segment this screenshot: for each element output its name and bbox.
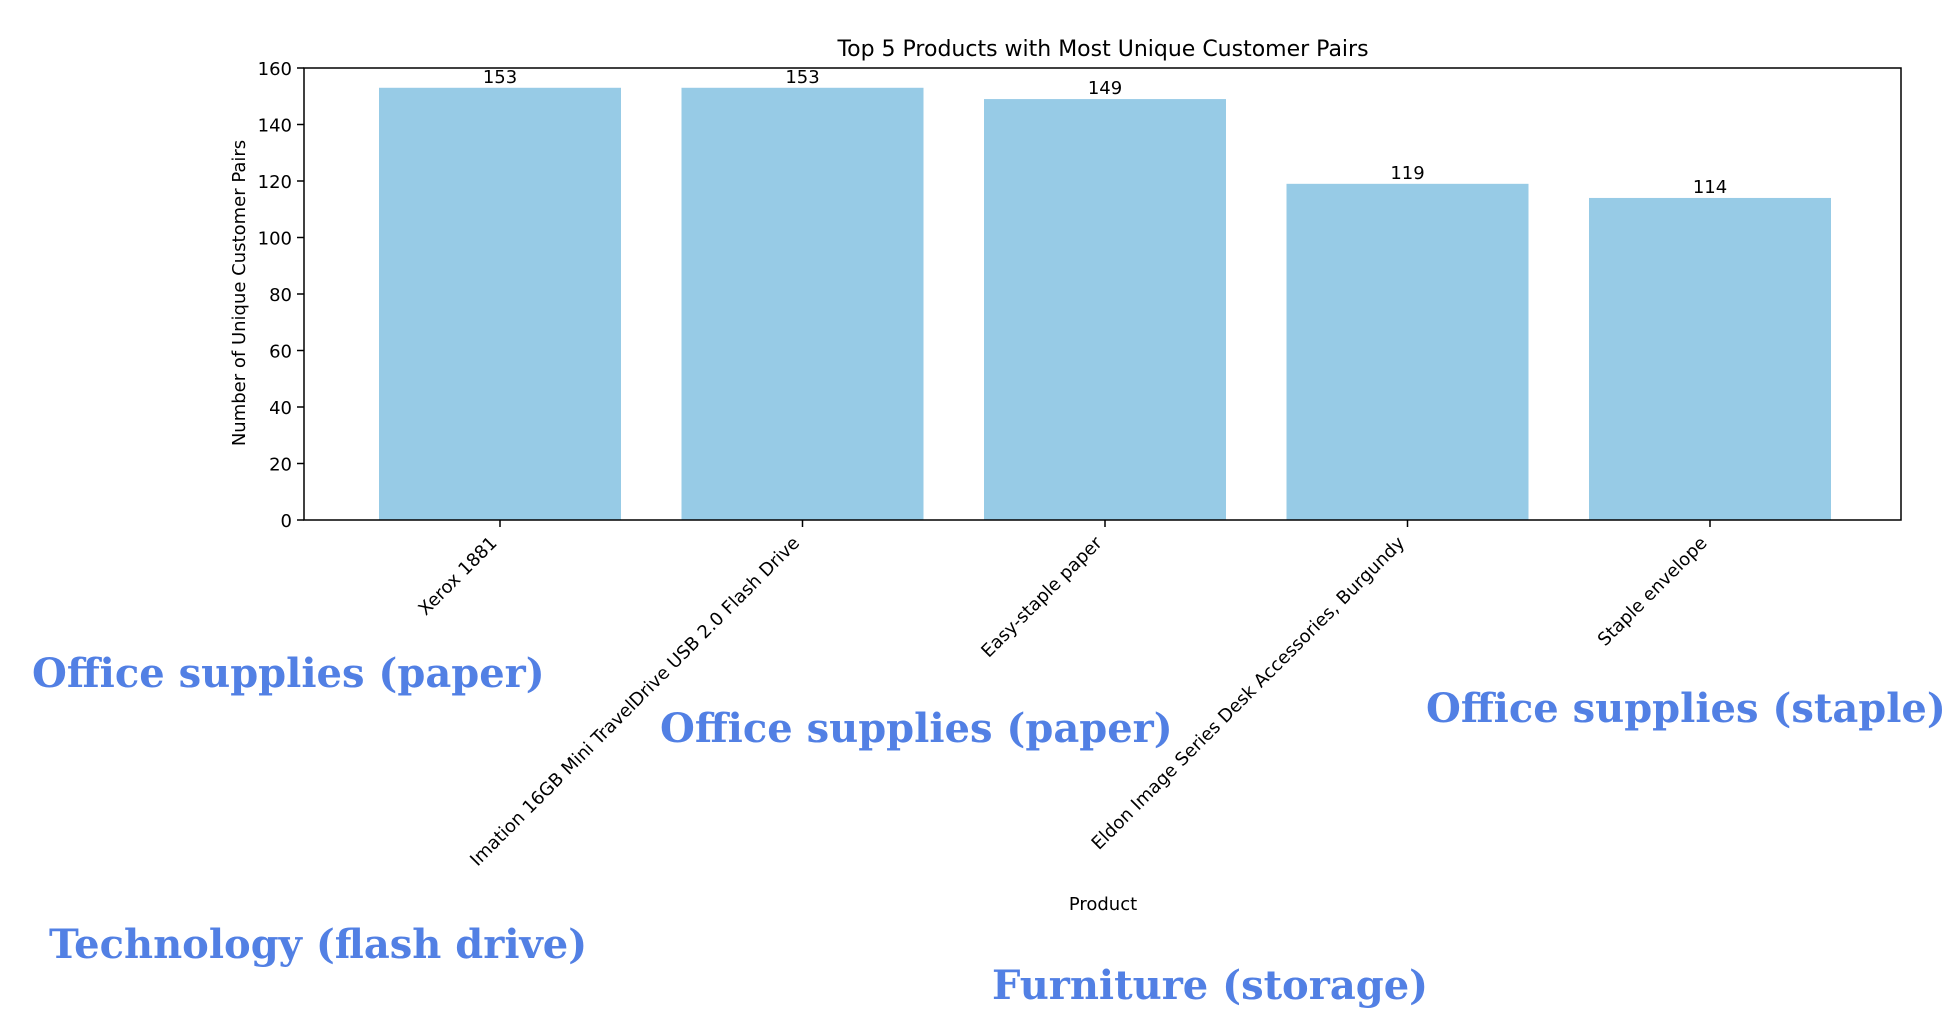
category-annotation: Office supplies (paper): [660, 705, 1173, 752]
y-tick-label: 100: [258, 229, 292, 250]
y-tick-label: 60: [269, 342, 292, 363]
bar-data-label: 114: [1693, 177, 1727, 198]
bar-data-label: 153: [483, 67, 517, 88]
x-tick-label: Xerox 1881: [414, 533, 501, 620]
y-tick-label: 160: [258, 59, 292, 80]
category-annotation: Office supplies (paper): [32, 650, 545, 697]
y-axis-ticks: 0 20 40 60 80 100 120 140 160: [258, 59, 304, 532]
bar: [984, 99, 1226, 520]
x-axis-label: Product: [1069, 894, 1137, 915]
bar: [681, 87, 924, 521]
bar-data-label: 119: [1390, 163, 1424, 184]
category-annotation: Office supplies (staple): [1426, 685, 1942, 732]
y-tick-label: 80: [269, 285, 292, 306]
y-tick-label: 0: [281, 511, 292, 532]
bar: [1589, 197, 1831, 520]
y-tick-label: 140: [258, 116, 292, 137]
bars: 153 153 149 119 114: [379, 67, 1831, 521]
x-tick-label: Eldon Image Series Desk Accessories, Bur…: [1088, 532, 1410, 854]
x-tick-label: Staple envelope: [1594, 533, 1712, 651]
chart-title: Top 5 Products with Most Unique Customer…: [836, 37, 1368, 62]
y-tick-label: 20: [269, 455, 292, 476]
y-tick-label: 40: [269, 398, 292, 419]
plot-frame: [303, 67, 1902, 521]
x-tick-label: Imation 16GB Mini TravelDrive USB 2.0 Fl…: [466, 533, 804, 871]
bar: [379, 87, 621, 521]
bar-data-label: 149: [1088, 78, 1122, 99]
x-tick-label: Easy-staple paper: [977, 532, 1107, 662]
category-annotation: Furniture (storage): [992, 962, 1429, 1009]
y-axis-label: Number of Unique Customer Pairs: [229, 140, 250, 446]
bar-data-label: 153: [785, 67, 819, 88]
y-tick-label: 120: [258, 172, 292, 193]
category-annotation: Technology (flash drive): [49, 921, 588, 968]
bar: [1286, 183, 1529, 520]
